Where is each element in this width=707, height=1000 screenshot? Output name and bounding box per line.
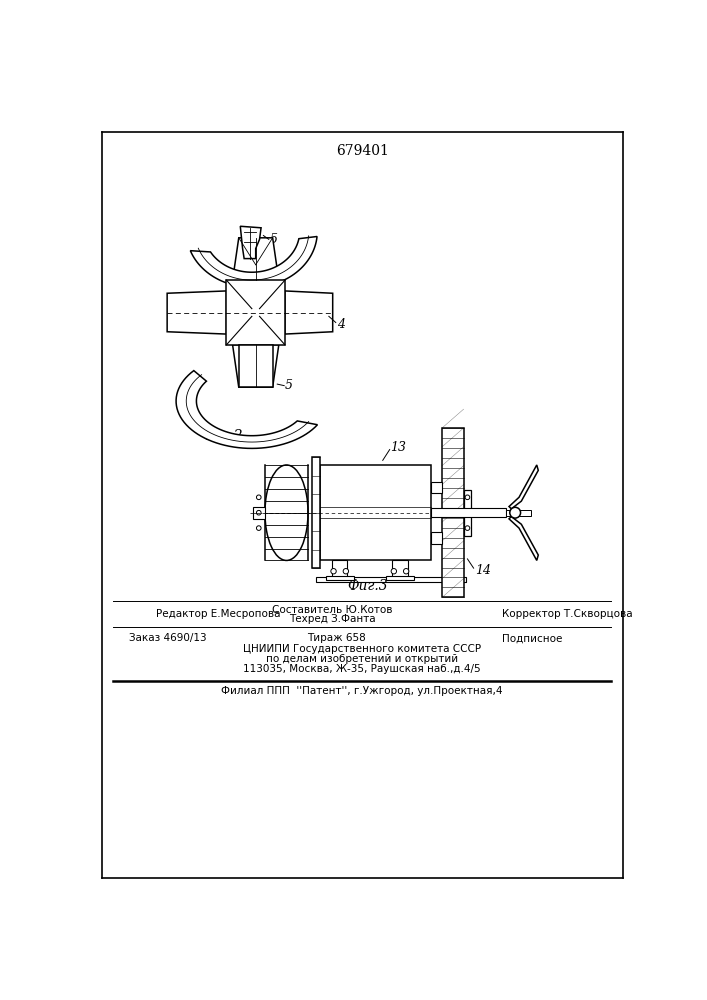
Text: Филиал ППП  ''Патент'', г.Ужгород, ул.Проектная,4: Филиал ППП ''Патент'', г.Ужгород, ул.Про… [221, 686, 503, 696]
Text: Техред З.Фанта: Техред З.Фанта [289, 614, 376, 624]
Polygon shape [316, 577, 466, 582]
Polygon shape [431, 482, 442, 493]
Text: Фиг.2: Фиг.2 [201, 429, 243, 443]
Polygon shape [332, 560, 347, 577]
Polygon shape [392, 560, 408, 577]
Polygon shape [442, 428, 464, 597]
Text: Редактор Е.Месропова: Редактор Е.Месропова [156, 609, 280, 619]
Text: Заказ 4690/13: Заказ 4690/13 [129, 633, 206, 643]
Polygon shape [285, 291, 333, 334]
Circle shape [257, 526, 261, 530]
Polygon shape [233, 345, 279, 387]
Text: Фиг.3: Фиг.3 [347, 579, 387, 593]
Polygon shape [226, 280, 285, 345]
Text: Подписное: Подписное [502, 633, 563, 643]
Polygon shape [253, 507, 265, 519]
Polygon shape [509, 517, 538, 560]
Polygon shape [176, 371, 317, 448]
Circle shape [510, 507, 520, 518]
Polygon shape [312, 457, 320, 568]
Polygon shape [386, 576, 414, 580]
Polygon shape [464, 490, 472, 536]
Polygon shape [509, 465, 538, 509]
Circle shape [331, 569, 337, 574]
Text: Корректор Т.Скворцова: Корректор Т.Скворцова [502, 609, 633, 619]
Polygon shape [431, 508, 506, 517]
Polygon shape [233, 238, 279, 280]
Text: 4: 4 [337, 318, 344, 331]
Text: по делам изобретений и открытий: по делам изобретений и открытий [266, 654, 458, 664]
Text: 113035, Москва, Ж-35, Раушская наб.,д.4/5: 113035, Москва, Ж-35, Раушская наб.,д.4/… [243, 664, 481, 674]
Polygon shape [239, 345, 273, 387]
Circle shape [343, 569, 349, 574]
Text: Тираж 658: Тираж 658 [307, 633, 366, 643]
Circle shape [391, 569, 397, 574]
Polygon shape [167, 291, 226, 334]
Polygon shape [240, 226, 261, 259]
Text: 5: 5 [285, 379, 293, 392]
Text: Составитель Ю.Котов: Составитель Ю.Котов [272, 605, 393, 615]
Text: 14: 14 [475, 564, 491, 577]
Circle shape [465, 495, 469, 500]
Circle shape [465, 526, 469, 530]
Text: 5: 5 [269, 233, 278, 246]
FancyBboxPatch shape [320, 465, 431, 560]
Text: 679401: 679401 [337, 144, 389, 158]
Circle shape [257, 495, 261, 500]
Polygon shape [506, 510, 530, 516]
Circle shape [404, 569, 409, 574]
Polygon shape [190, 236, 317, 287]
Circle shape [257, 510, 261, 515]
Text: 13: 13 [390, 441, 407, 454]
Polygon shape [326, 576, 354, 580]
Polygon shape [431, 532, 442, 544]
Text: ЦНИИПИ Государственного комитета СССР: ЦНИИПИ Государственного комитета СССР [243, 644, 481, 654]
